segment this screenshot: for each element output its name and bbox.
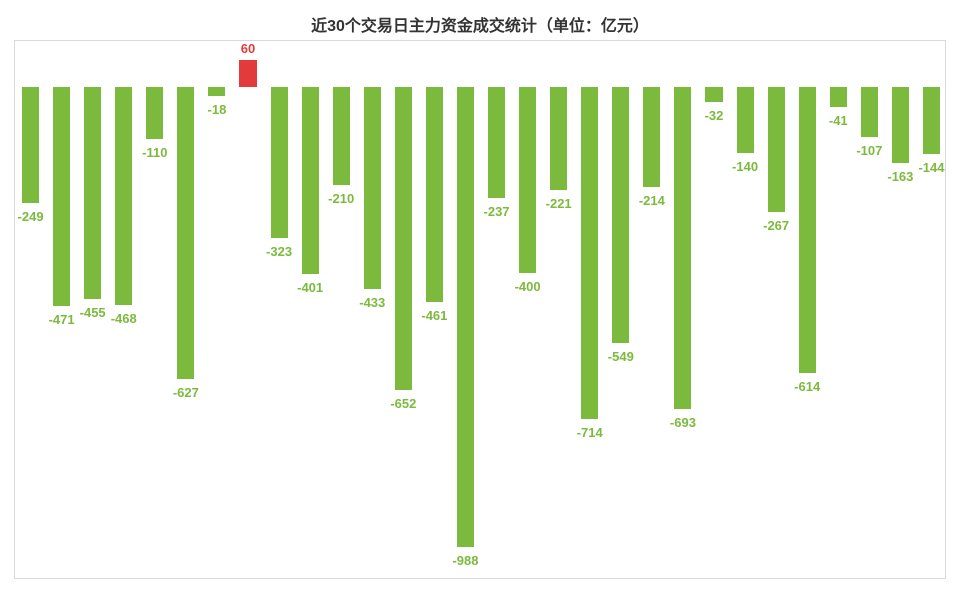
bar-label: -237 (472, 204, 522, 219)
plot-area: -249-471-455-468-110-627-1860-323-401-21… (14, 40, 946, 579)
bar (146, 87, 163, 138)
bar (643, 87, 660, 186)
bar (612, 87, 629, 342)
bar-label: -652 (378, 396, 428, 411)
bar-label: -144 (906, 160, 956, 175)
bar (861, 87, 878, 137)
bar-label: -214 (627, 193, 677, 208)
bar-label: -249 (6, 209, 56, 224)
bar-label: -41 (813, 113, 863, 128)
bar (488, 87, 505, 197)
bar (892, 87, 909, 163)
bar-label: -400 (503, 279, 553, 294)
bar-label: -988 (440, 553, 490, 568)
bar-label: -693 (658, 415, 708, 430)
bar-label: -433 (347, 295, 397, 310)
bar (705, 87, 722, 102)
bar (550, 87, 567, 190)
bar (581, 87, 598, 419)
bar-label: -221 (534, 196, 584, 211)
bar-label: -267 (751, 218, 801, 233)
bar (22, 87, 39, 203)
bar-label: 60 (223, 41, 273, 56)
bar (923, 87, 940, 154)
chart-container: 近30个交易日主力资金成交统计（单位：亿元） -249-471-455-468-… (0, 0, 960, 591)
bar (271, 87, 288, 237)
bar (177, 87, 194, 378)
bar-label: -140 (720, 159, 770, 174)
bar (115, 87, 132, 304)
bar (53, 87, 70, 306)
bar-label: -627 (161, 385, 211, 400)
bar (426, 87, 443, 301)
bar (799, 87, 816, 372)
bar-label: -714 (565, 425, 615, 440)
bar (830, 87, 847, 106)
bar (395, 87, 412, 390)
bar (737, 87, 754, 152)
bar (768, 87, 785, 211)
bar-label: -614 (782, 379, 832, 394)
chart-title: 近30个交易日主力资金成交统计（单位：亿元） (0, 0, 960, 36)
bar (239, 60, 256, 88)
bar-label: -18 (192, 102, 242, 117)
bar-label: -107 (844, 143, 894, 158)
bar-label: -32 (689, 108, 739, 123)
bar (674, 87, 691, 409)
bar (208, 87, 225, 95)
bar-label: -401 (285, 280, 335, 295)
bar (302, 87, 319, 273)
bar-label: -110 (130, 145, 180, 160)
bar-label: -549 (596, 349, 646, 364)
bar (333, 87, 350, 185)
bar-label: -468 (99, 311, 149, 326)
bar-label: -461 (409, 308, 459, 323)
bar (84, 87, 101, 298)
bar-label: -323 (254, 244, 304, 259)
bar-label: -210 (316, 191, 366, 206)
bar (364, 87, 381, 288)
bar (519, 87, 536, 273)
bar (457, 87, 474, 546)
